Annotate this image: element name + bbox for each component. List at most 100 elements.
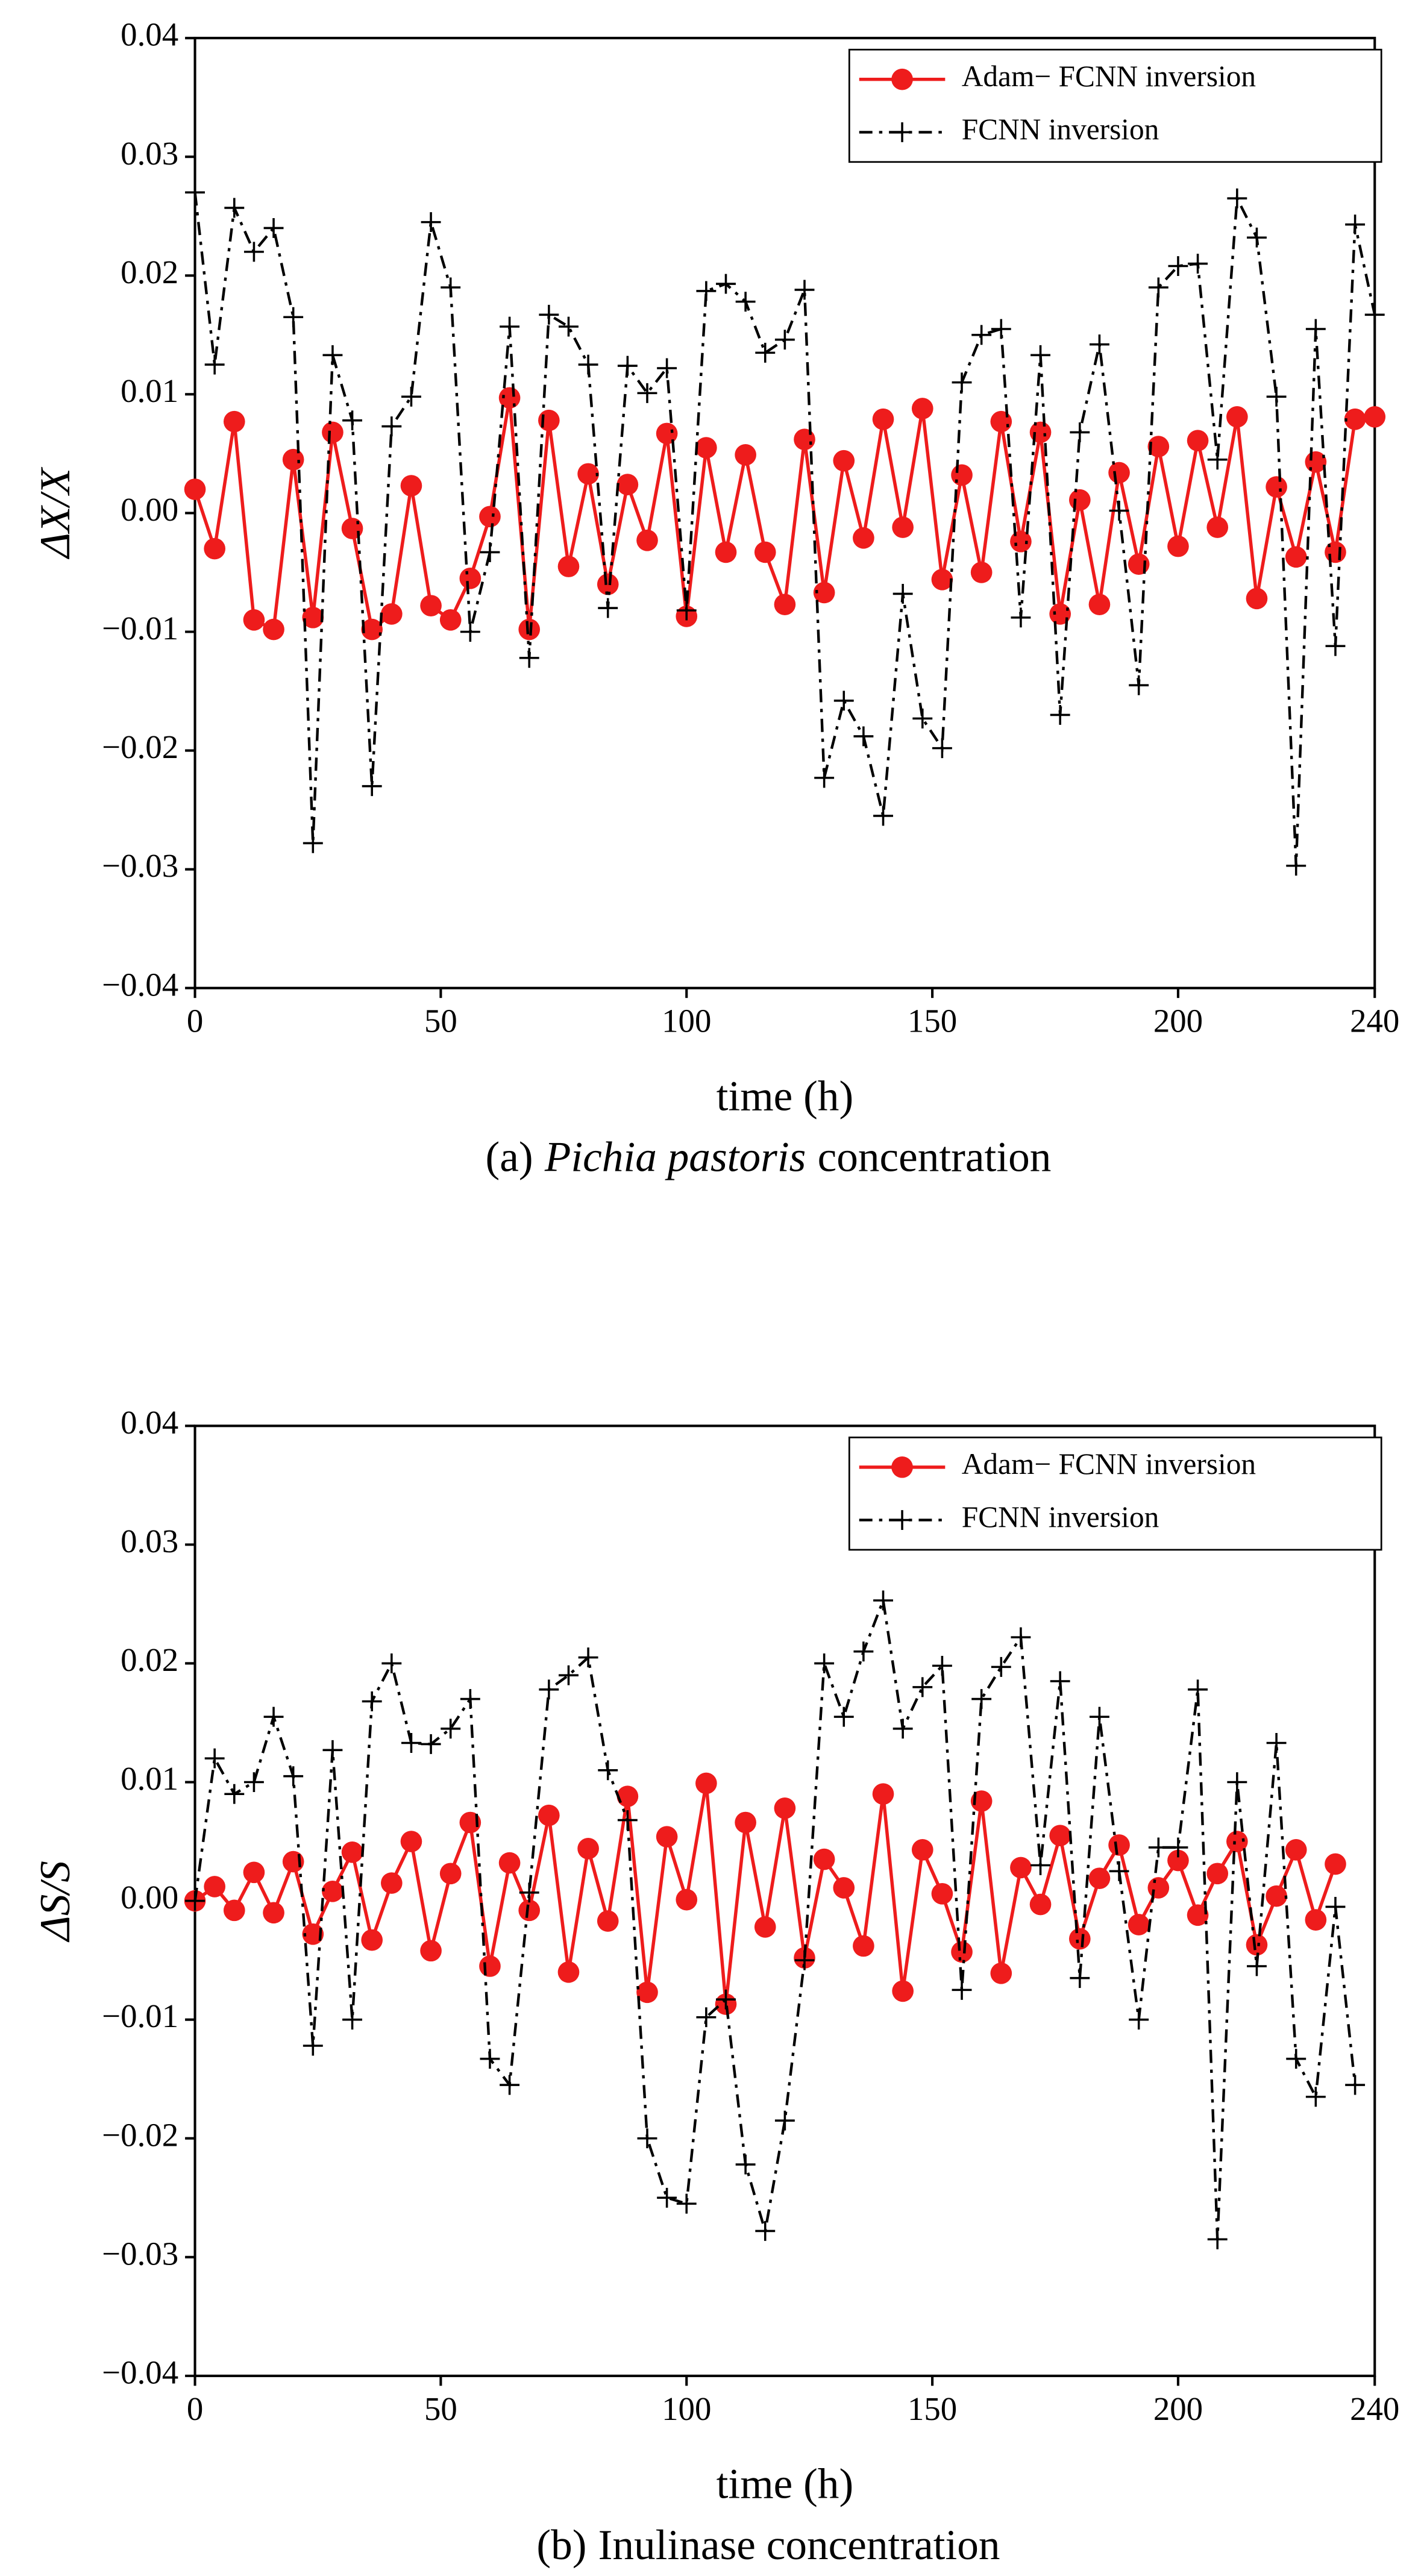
point: [1168, 256, 1188, 276]
point: [912, 1677, 933, 1697]
point: [754, 1916, 776, 1938]
point: [1088, 1867, 1111, 1889]
legend-label: FCNN inversion: [962, 1500, 1159, 1534]
legend-marker: [892, 122, 912, 142]
point: [931, 1882, 953, 1905]
y-tick-label: 0.02: [121, 1641, 178, 1678]
point: [243, 609, 265, 631]
point: [283, 1766, 304, 1787]
point: [224, 198, 245, 218]
point: [303, 833, 323, 853]
point: [1344, 408, 1366, 430]
point: [1227, 188, 1247, 208]
point: [1068, 1928, 1091, 1950]
point: [892, 583, 913, 604]
point: [185, 182, 205, 202]
point: [459, 567, 482, 589]
plot-frame: [193, 1424, 1376, 2377]
point: [1030, 345, 1051, 365]
y-tick-label: −0.02: [102, 729, 178, 765]
point: [439, 609, 462, 631]
y-tick-label: 0.02: [121, 254, 178, 290]
y-tick-label: 0.04: [121, 1404, 178, 1441]
point: [1167, 535, 1189, 557]
legend-marker: [892, 1510, 912, 1531]
point: [695, 437, 717, 459]
point: [441, 277, 461, 298]
point: [1010, 1857, 1032, 1879]
point: [716, 274, 736, 294]
x-tick-label: 50: [424, 2390, 457, 2427]
point: [892, 1980, 914, 2002]
point: [676, 2193, 697, 2214]
y-tick-label: −0.01: [102, 610, 178, 647]
point: [1010, 530, 1032, 553]
point: [500, 2075, 520, 2095]
y-tick-label: 0.00: [121, 491, 178, 528]
point: [538, 409, 560, 431]
point: [1011, 1627, 1031, 1647]
point: [557, 1961, 580, 1983]
point: [754, 541, 776, 563]
point: [578, 1647, 598, 1668]
point: [1247, 1956, 1267, 1976]
point: [421, 212, 441, 233]
point: [911, 398, 933, 419]
point: [931, 568, 953, 591]
point: [577, 1838, 599, 1860]
point: [1089, 334, 1109, 355]
point: [303, 2035, 323, 2056]
point: [302, 607, 324, 628]
point: [500, 316, 520, 337]
point: [420, 1940, 442, 1962]
y-tick-label: −0.04: [102, 2354, 178, 2390]
point: [991, 319, 1011, 339]
x-tick-label: 240: [1350, 2390, 1399, 2427]
point: [597, 573, 619, 595]
point: [813, 581, 835, 604]
point: [774, 2110, 795, 2131]
point: [656, 1826, 678, 1847]
point: [1147, 436, 1170, 457]
point: [283, 307, 304, 327]
point: [1068, 489, 1091, 511]
point: [735, 2154, 756, 2175]
point: [1305, 2087, 1326, 2107]
point: [833, 1877, 855, 1899]
point: [1128, 553, 1150, 575]
point: [322, 1740, 343, 1760]
y-tick-label: 0.00: [121, 1879, 178, 1916]
point: [696, 2007, 717, 2028]
point: [361, 1929, 383, 1951]
point: [204, 1876, 225, 1898]
point: [1109, 1861, 1129, 1881]
point: [480, 542, 500, 562]
point: [538, 1804, 560, 1826]
point: [518, 1899, 541, 1922]
x-tick-label: 200: [1153, 2390, 1203, 2427]
point: [263, 618, 284, 641]
point: [322, 1881, 343, 1902]
point: [1285, 1839, 1307, 1861]
point: [814, 768, 835, 788]
x-tick-label: 150: [908, 2390, 957, 2427]
point: [735, 444, 756, 466]
x-tick-label: 0: [187, 2390, 203, 2427]
point: [636, 1981, 658, 2004]
point: [637, 2128, 657, 2149]
point: [1167, 1849, 1189, 1872]
y-tick-label: 0.01: [121, 372, 178, 409]
point: [302, 1923, 324, 1945]
point: [735, 292, 756, 312]
point: [872, 408, 894, 430]
caption-label: (b): [536, 2521, 586, 2569]
point: [1029, 1893, 1052, 1916]
point: [814, 1653, 835, 1673]
point: [263, 218, 284, 238]
point: [1305, 1909, 1327, 1931]
point: [342, 410, 363, 431]
point: [1070, 422, 1090, 442]
point: [1187, 1904, 1209, 1926]
series-line: [193, 192, 1376, 866]
point: [421, 1734, 441, 1754]
